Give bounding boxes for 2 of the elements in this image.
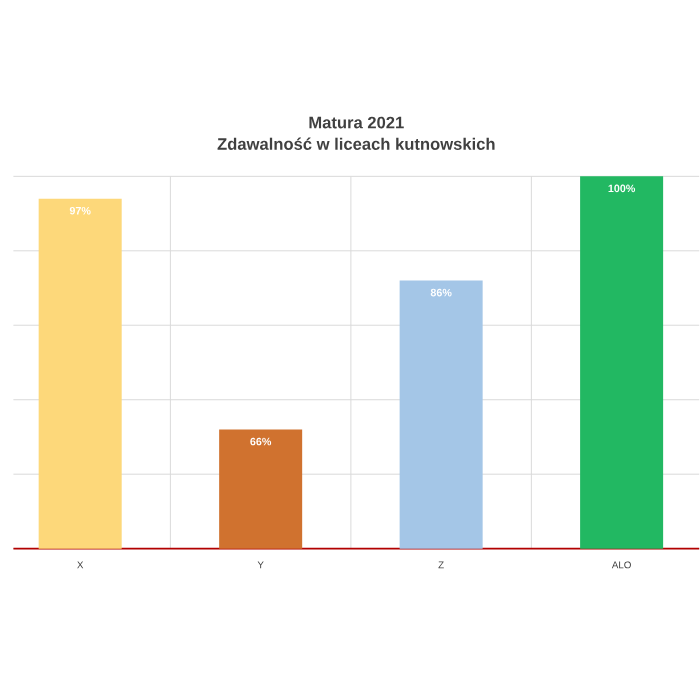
- chart-title: Matura 2021: [309, 116, 404, 129]
- chart-subtitle: Zdawalność w liceach kutnowskich: [217, 137, 495, 150]
